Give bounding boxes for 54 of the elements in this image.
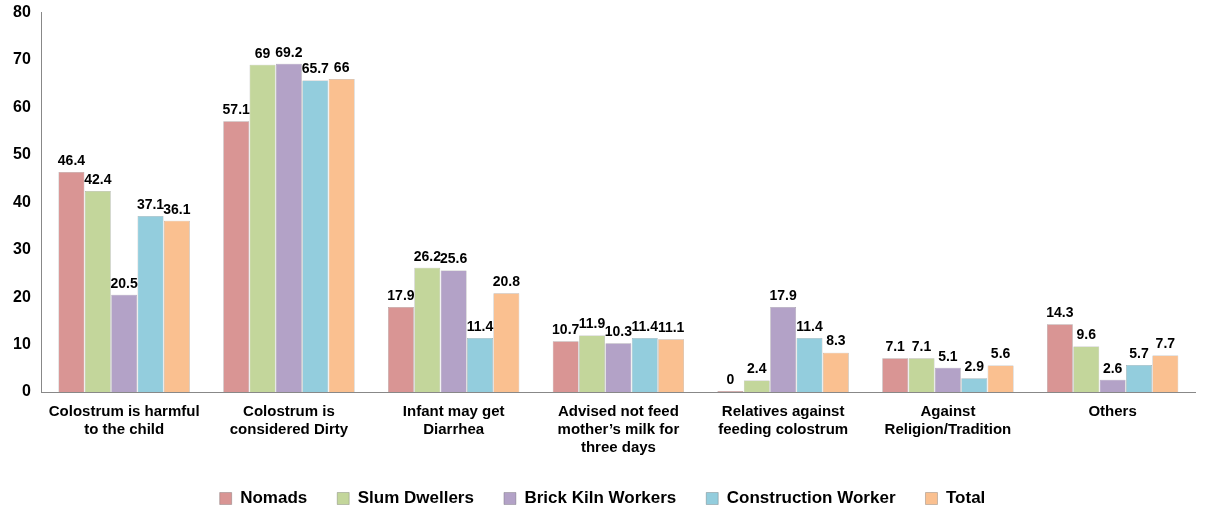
data-label: 2.6	[1102, 359, 1123, 376]
y-tick-label: 20	[13, 287, 31, 305]
x-tick-label: Advised not feed mother’s milk for three days	[557, 402, 680, 456]
data-label: 42.4	[84, 170, 112, 187]
data-label: 2.9	[964, 358, 985, 375]
data-label: 20.8	[492, 273, 521, 290]
data-label: 5.1	[938, 347, 958, 364]
y-tick-label: 30	[13, 240, 31, 258]
x-tick-label: Infant may get Diarrhea	[402, 402, 505, 438]
data-label: 36.1	[163, 200, 191, 217]
x-tick-label: Colostrum is harmful to the child	[48, 402, 200, 438]
legend-label: Total	[945, 488, 986, 508]
data-label: 57.1	[222, 101, 251, 118]
y-tick-label: 80	[13, 3, 31, 21]
data-label: 46.4	[57, 151, 86, 168]
data-label: 7.1	[911, 338, 932, 355]
data-label: 65.7	[301, 60, 330, 77]
legend-label: Nomads	[240, 488, 308, 508]
data-label: 25.6	[440, 250, 468, 267]
x-tick-label: Colostrum is considered Dirty	[229, 402, 349, 438]
y-tick-label: 60	[13, 97, 31, 115]
x-tick-label: Relatives against feeding colostrum	[718, 402, 849, 438]
data-label: 11.4	[466, 317, 494, 334]
data-label: 11.4	[796, 317, 823, 334]
y-tick-label: 50	[13, 145, 31, 163]
data-label: 14.3	[1046, 304, 1074, 321]
data-label: 5.7	[1129, 344, 1149, 361]
data-label: 20.5	[110, 274, 139, 291]
data-label: 0	[726, 370, 735, 387]
data-label: 17.9	[769, 286, 797, 303]
x-tick-label: Others	[1088, 402, 1137, 420]
data-label: 8.3	[826, 332, 846, 349]
data-label: 69.2	[275, 43, 303, 60]
x-tick-label: Against Religion/Tradition	[884, 402, 1012, 438]
data-label: 17.9	[387, 286, 415, 303]
data-label: 10.7	[552, 321, 580, 338]
data-label: 11.9	[578, 315, 606, 332]
data-label: 7.1	[885, 338, 906, 355]
data-label: 11.4	[631, 317, 659, 334]
data-label: 69	[254, 44, 271, 61]
y-tick-label: 40	[13, 192, 31, 210]
data-label: 9.6	[1076, 326, 1097, 343]
data-label: 7.7	[1155, 335, 1176, 352]
legend-label: Slum Dwellers	[357, 488, 474, 508]
legend-label: Construction Worker	[726, 488, 896, 508]
y-tick-label: 0	[21, 382, 31, 400]
data-label: 5.6	[990, 345, 1011, 362]
data-label: 11.1	[657, 319, 685, 336]
y-tick-label: 70	[13, 50, 31, 68]
y-tick-label: 10	[13, 334, 31, 352]
data-label: 66	[333, 58, 350, 75]
data-label: 2.4	[747, 360, 767, 377]
legend-label: Brick Kiln Workers	[524, 488, 677, 508]
data-label: 10.3	[604, 323, 633, 340]
